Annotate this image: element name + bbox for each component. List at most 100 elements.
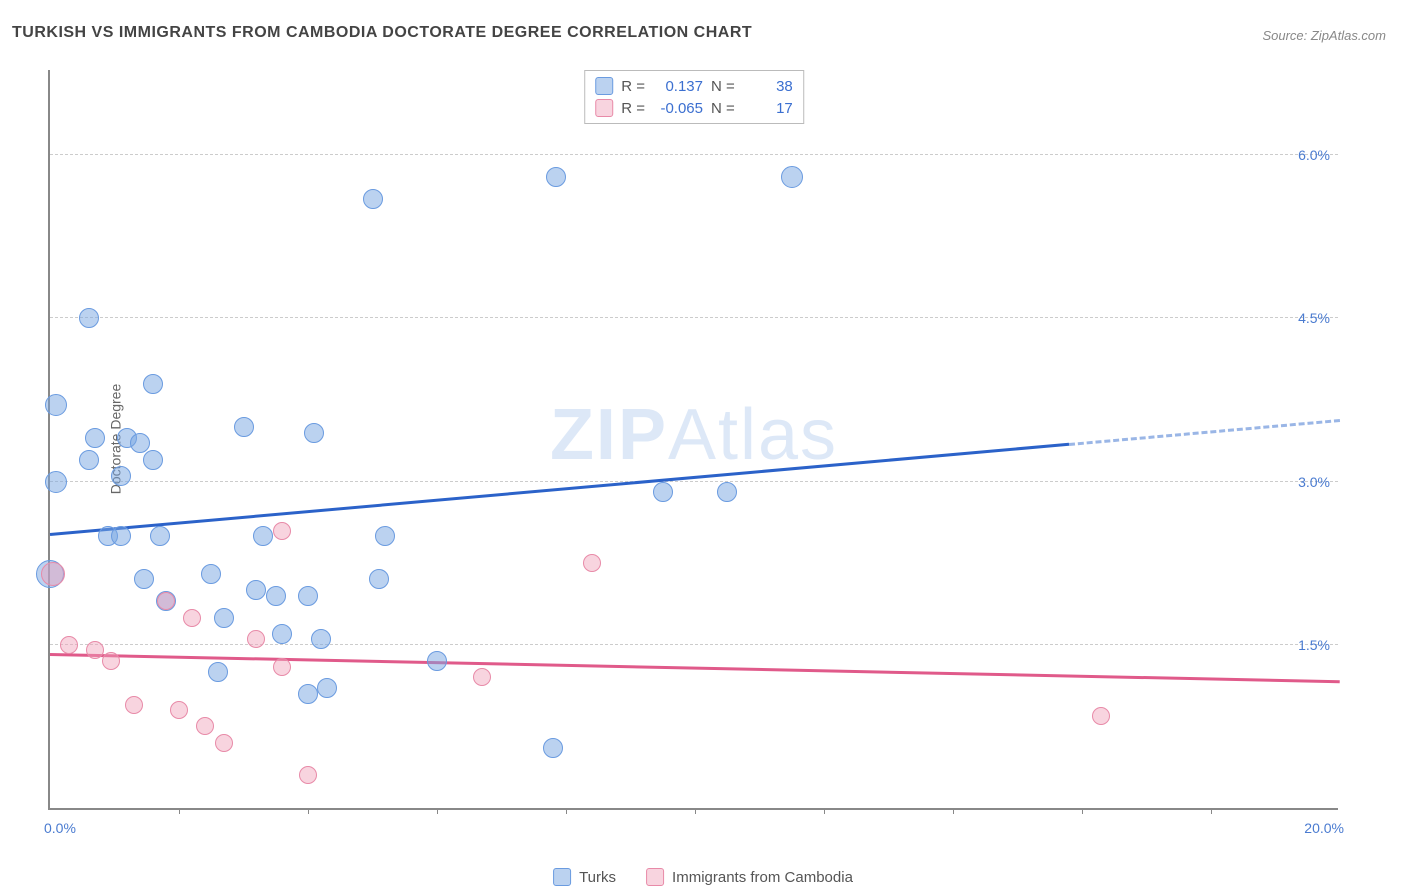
trend-line — [1069, 419, 1340, 446]
data-point — [363, 189, 383, 209]
plot-area: Doctorate Degree ZIPAtlas R = 0.137 N = … — [48, 70, 1338, 810]
x-tick — [179, 808, 180, 814]
x-tick — [308, 808, 309, 814]
stats-legend: R = 0.137 N = 38 R = -0.065 N = 17 — [584, 70, 804, 124]
n-value: 17 — [743, 100, 793, 117]
data-point — [273, 522, 291, 540]
x-tick — [824, 808, 825, 814]
data-point — [183, 609, 201, 627]
x-tick — [953, 808, 954, 814]
data-point — [369, 569, 389, 589]
stats-row: R = 0.137 N = 38 — [595, 75, 793, 97]
r-label: R = — [621, 78, 645, 95]
data-point — [86, 641, 104, 659]
trend-line — [50, 443, 1069, 536]
legend-label: Turks — [579, 869, 616, 886]
data-point — [1092, 707, 1110, 725]
data-point — [311, 629, 331, 649]
data-point — [41, 562, 65, 586]
data-point — [143, 374, 163, 394]
data-point — [247, 630, 265, 648]
data-point — [85, 428, 105, 448]
data-point — [299, 766, 317, 784]
x-tick — [1211, 808, 1212, 814]
r-label: R = — [621, 100, 645, 117]
data-point — [45, 471, 67, 493]
data-point — [317, 678, 337, 698]
data-point — [201, 564, 221, 584]
data-point — [157, 592, 175, 610]
watermark-rest: Atlas — [668, 395, 838, 475]
watermark: ZIPAtlas — [550, 394, 838, 476]
data-point — [143, 450, 163, 470]
data-point — [111, 526, 131, 546]
data-point — [266, 586, 286, 606]
data-point — [215, 734, 233, 752]
data-point — [102, 652, 120, 670]
data-point — [125, 696, 143, 714]
x-tick — [437, 808, 438, 814]
data-point — [208, 662, 228, 682]
data-point — [196, 717, 214, 735]
data-point — [79, 308, 99, 328]
swatch-cambodia — [595, 99, 613, 117]
data-point — [214, 608, 234, 628]
swatch-cambodia — [646, 868, 664, 886]
gridline — [50, 644, 1338, 645]
n-label: N = — [711, 78, 735, 95]
data-point — [473, 668, 491, 686]
data-point — [304, 423, 324, 443]
legend-label: Immigrants from Cambodia — [672, 869, 853, 886]
x-axis-min-label: 0.0% — [44, 820, 76, 836]
data-point — [45, 394, 67, 416]
data-point — [298, 684, 318, 704]
source-prefix: Source: — [1262, 28, 1310, 43]
y-tick-label: 3.0% — [1298, 474, 1330, 490]
data-point — [717, 482, 737, 502]
data-point — [375, 526, 395, 546]
x-tick — [566, 808, 567, 814]
data-point — [234, 417, 254, 437]
watermark-bold: ZIP — [550, 395, 668, 475]
gridline — [50, 481, 1338, 482]
source-link[interactable]: ZipAtlas.com — [1311, 28, 1386, 43]
chart-title: TURKISH VS IMMIGRANTS FROM CAMBODIA DOCT… — [12, 24, 752, 42]
data-point — [298, 586, 318, 606]
y-tick-label: 4.5% — [1298, 310, 1330, 326]
data-point — [583, 554, 601, 572]
trend-line — [50, 653, 1340, 683]
legend-item-turks: Turks — [553, 868, 616, 886]
x-tick — [1082, 808, 1083, 814]
n-label: N = — [711, 100, 735, 117]
legend-item-cambodia: Immigrants from Cambodia — [646, 868, 853, 886]
data-point — [246, 580, 266, 600]
x-tick — [695, 808, 696, 814]
r-value: -0.065 — [653, 100, 703, 117]
gridline — [50, 317, 1338, 318]
data-point — [253, 526, 273, 546]
n-value: 38 — [743, 78, 793, 95]
data-point — [60, 636, 78, 654]
data-point — [134, 569, 154, 589]
swatch-turks — [553, 868, 571, 886]
y-tick-label: 6.0% — [1298, 147, 1330, 163]
data-point — [150, 526, 170, 546]
data-point — [653, 482, 673, 502]
data-point — [546, 167, 566, 187]
source-attribution: Source: ZipAtlas.com — [1262, 28, 1386, 43]
data-point — [111, 466, 131, 486]
series-legend: Turks Immigrants from Cambodia — [553, 868, 853, 886]
data-point — [781, 166, 803, 188]
gridline — [50, 154, 1338, 155]
data-point — [272, 624, 292, 644]
y-tick-label: 1.5% — [1298, 637, 1330, 653]
stats-row: R = -0.065 N = 17 — [595, 97, 793, 119]
data-point — [427, 651, 447, 671]
data-point — [543, 738, 563, 758]
data-point — [79, 450, 99, 470]
data-point — [170, 701, 188, 719]
r-value: 0.137 — [653, 78, 703, 95]
x-axis-max-label: 20.0% — [1304, 820, 1344, 836]
data-point — [273, 658, 291, 676]
swatch-turks — [595, 77, 613, 95]
